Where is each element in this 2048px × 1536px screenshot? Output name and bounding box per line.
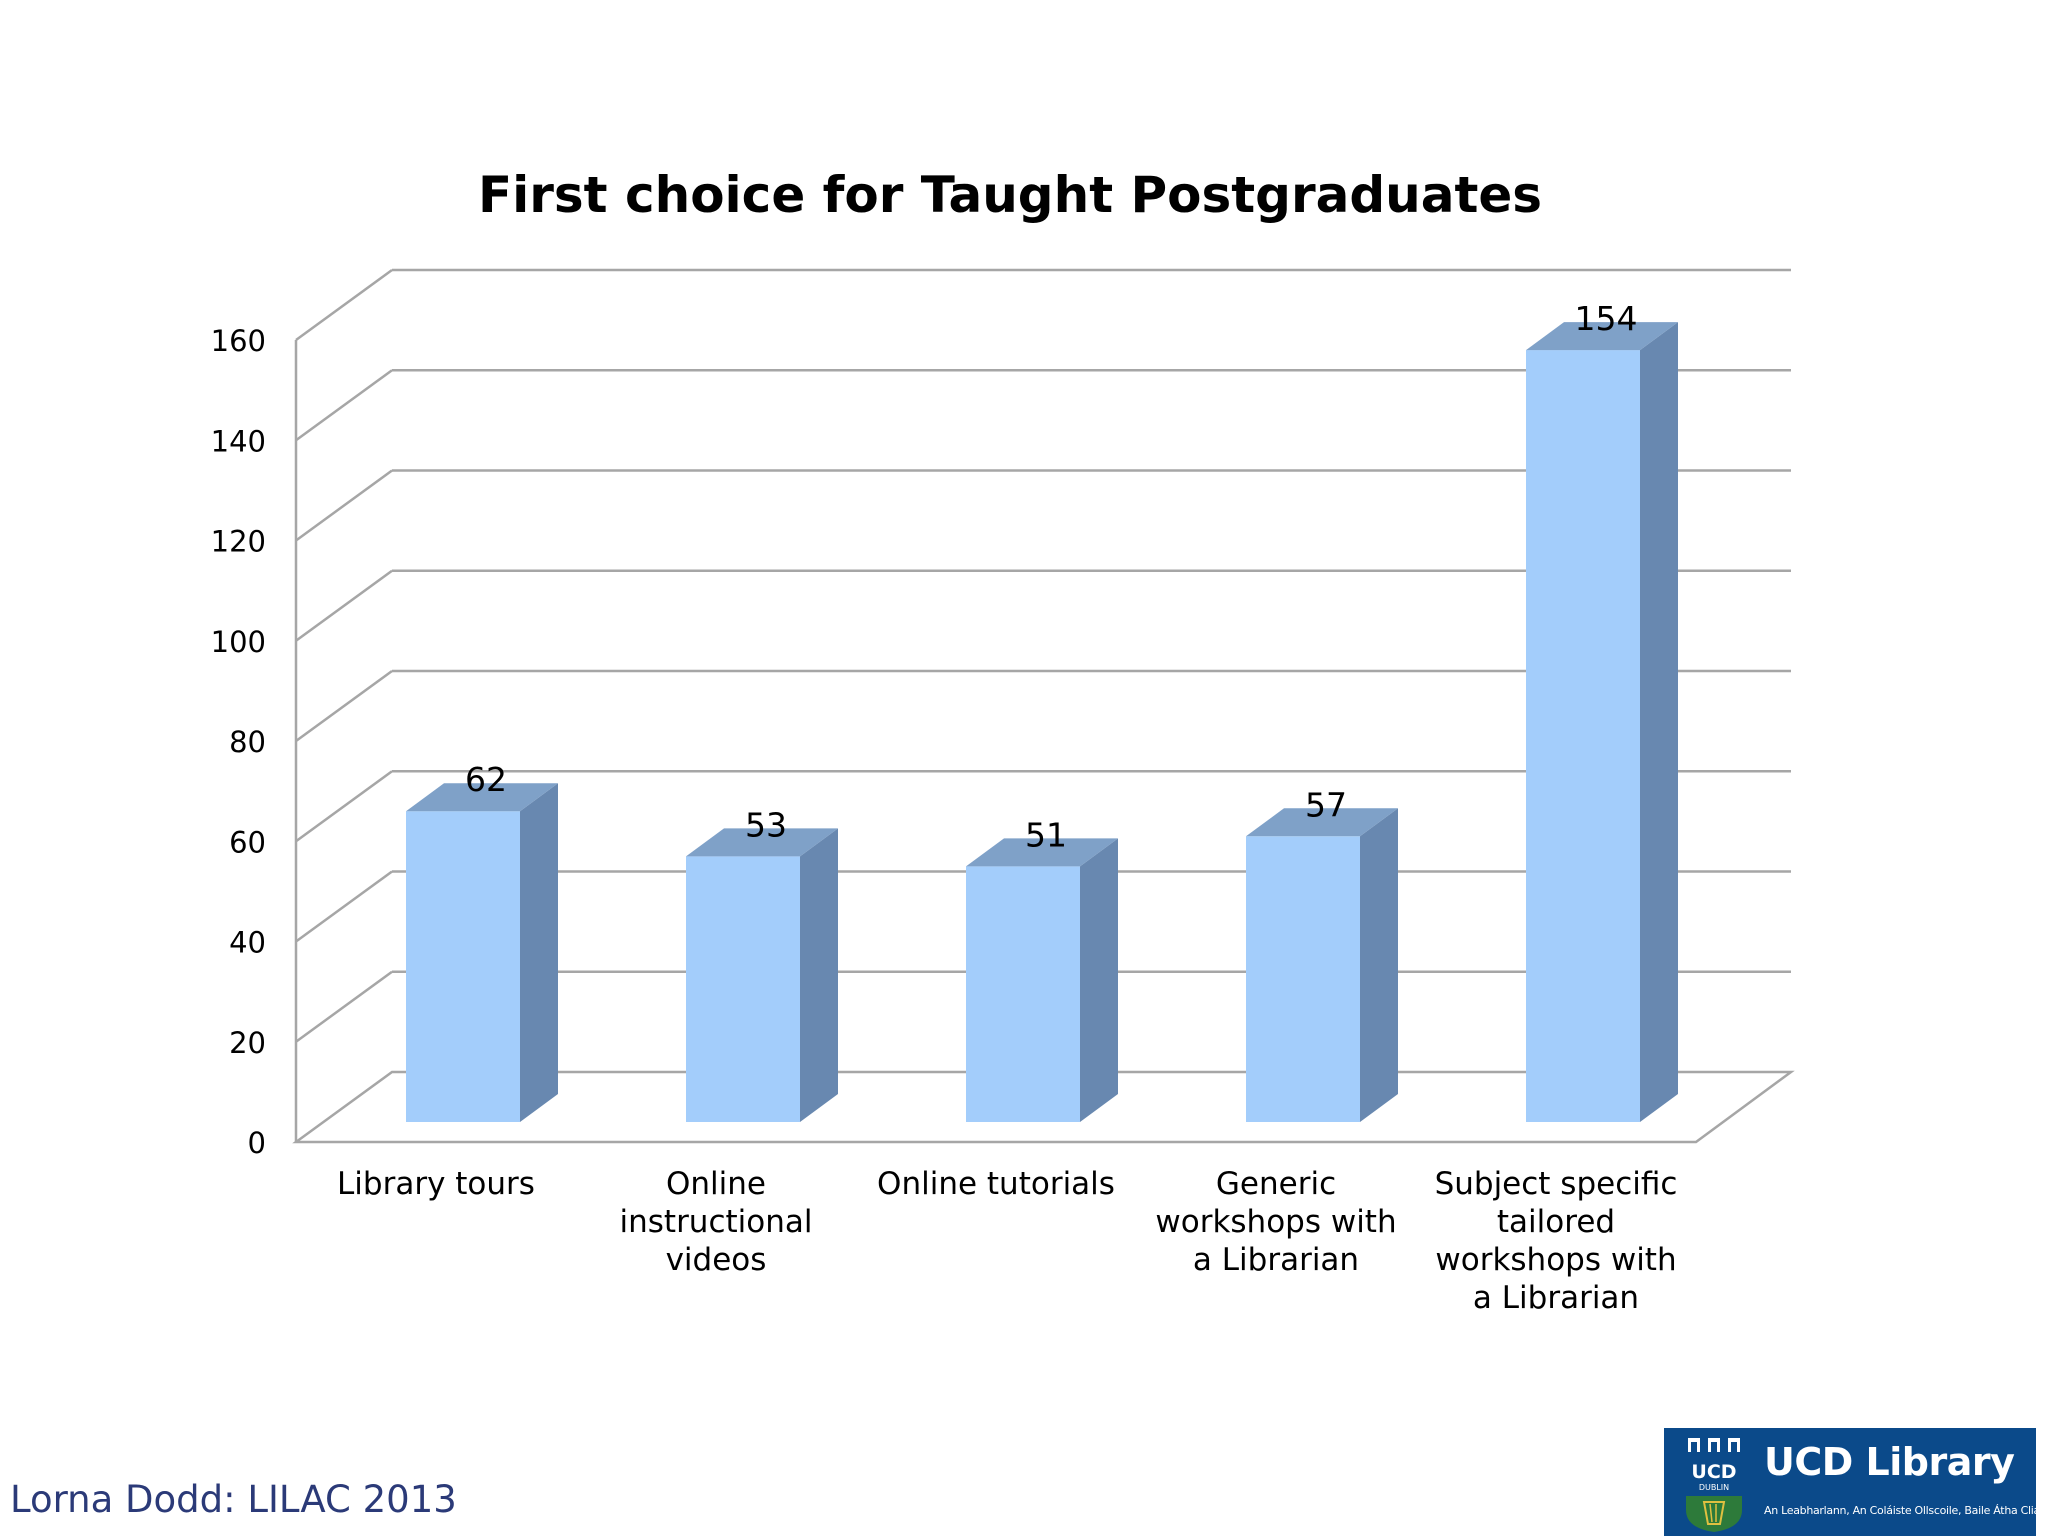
chart-title: First choice for Taught Postgraduates [478, 166, 1542, 224]
x-tick-label-line: Library tours [337, 1166, 535, 1202]
y-tick-label: 0 [248, 1126, 266, 1160]
gridline-diagonal [295, 469, 393, 542]
y-tick-label: 20 [229, 1026, 266, 1060]
y-tick-label: 60 [229, 825, 266, 859]
bar-top [1526, 322, 1678, 351]
x-tick-label-line: workshops with [1155, 1204, 1396, 1240]
x-tick-label-line: tailored [1497, 1204, 1615, 1240]
x-tick-label-line: a Librarian [1473, 1280, 1639, 1316]
y-tick-label: 40 [229, 926, 266, 960]
bar [686, 856, 800, 1122]
y-tick-label: 100 [211, 625, 266, 659]
gridline-diagonal [295, 569, 393, 642]
bar [1246, 836, 1360, 1122]
footer-credit: Lorna Dodd: LILAC 2013 [10, 1478, 457, 1521]
x-tick-label: Online tutorials [877, 1166, 1115, 1202]
logo-title: UCD Library [1764, 1440, 2015, 1484]
x-tick-label-line: Online tutorials [877, 1166, 1115, 1202]
x-tick-label-line: Online [666, 1166, 766, 1202]
logo-subtitle: An Leabharlann, An Coláiste Ollscoile, B… [1764, 1504, 2036, 1517]
data-label: 154 [1575, 299, 1638, 338]
ucd-library-logo: UCD DUBLIN UCD Library An Leabharlann, A… [1664, 1428, 2036, 1536]
gridline-diagonal [295, 369, 393, 442]
x-tick-label-line: workshops with [1435, 1242, 1676, 1278]
data-label: 51 [1025, 815, 1067, 854]
data-label: 62 [465, 760, 507, 799]
bar-side [1360, 808, 1398, 1122]
bar-side [800, 828, 838, 1122]
bar-side [520, 783, 558, 1122]
gridline-diagonal [295, 268, 393, 342]
gridline-diagonal [295, 669, 393, 743]
x-tick-label: Online instructional videos [620, 1166, 813, 1278]
gridline-diagonal [295, 970, 393, 1043]
x-tick-label: Library tours [337, 1166, 535, 1202]
ucd-crest-icon: UCD DUBLIN [1686, 1438, 1742, 1532]
crest-subtext: DUBLIN [1699, 1483, 1729, 1492]
data-label: 53 [745, 805, 787, 844]
bar-top [966, 838, 1118, 867]
bar-top [1246, 808, 1398, 837]
x-tick-label-line: a Librarian [1193, 1242, 1359, 1278]
x-tick-label-line: videos [666, 1242, 767, 1278]
gridline-diagonal [295, 770, 393, 843]
bar-top [406, 783, 558, 812]
y-tick-label: 160 [211, 324, 266, 358]
y-tick-label: 120 [211, 525, 266, 559]
bar [966, 866, 1080, 1122]
x-tick-label-line: Generic [1216, 1166, 1336, 1202]
bar-side [1640, 322, 1678, 1122]
gridline-diagonal [295, 870, 393, 943]
crest-text: UCD [1691, 1461, 1736, 1483]
y-tick-label: 140 [211, 424, 266, 458]
bar-side [1080, 838, 1118, 1122]
bar [1526, 350, 1640, 1122]
y-tick-label: 80 [229, 725, 266, 759]
data-label: 57 [1305, 785, 1347, 824]
x-tick-label: Subject specific tailored workshops with a … [1435, 1166, 1678, 1316]
x-tick-label: Generic workshops with a Librarian [1155, 1166, 1396, 1278]
x-tick-label-line: instructional [620, 1204, 813, 1240]
bar-top [686, 828, 838, 857]
bar [406, 811, 520, 1122]
x-tick-label-line: Subject specific [1435, 1166, 1678, 1202]
